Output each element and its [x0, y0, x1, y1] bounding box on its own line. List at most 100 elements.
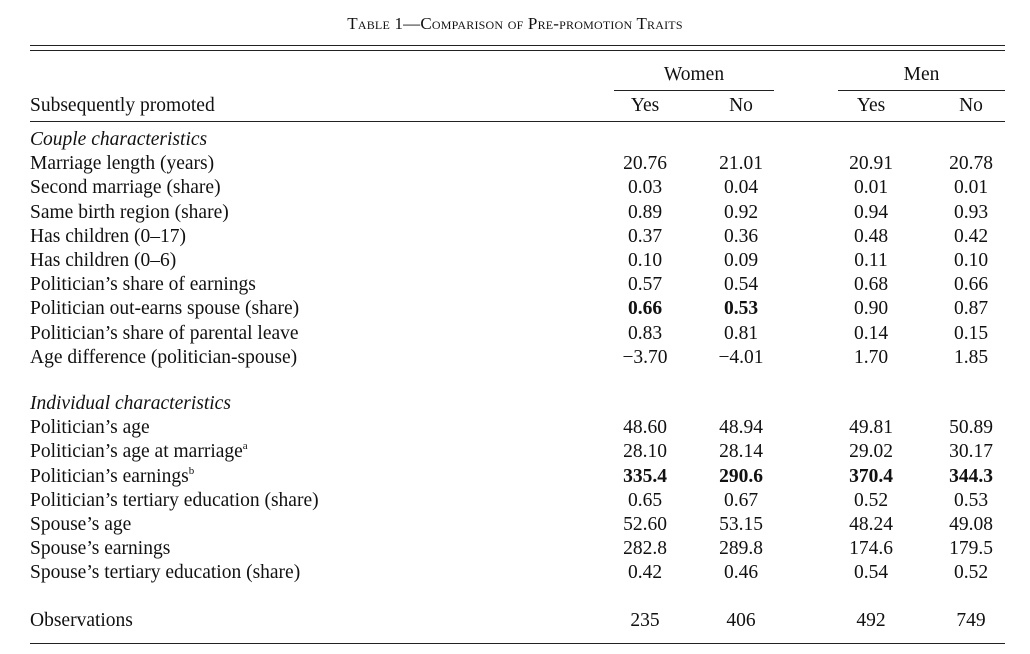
- cell-men-no: 30.17: [949, 441, 993, 463]
- cell-men-no: 179.5: [949, 538, 993, 560]
- cell-men-yes: 0.90: [853, 298, 889, 320]
- cell-women-yes: 0.89: [627, 201, 663, 223]
- row-label: Politician’s share of earnings: [30, 274, 256, 296]
- cell-women-yes: 28.10: [623, 441, 667, 463]
- row-label-text: Politician’s earnings: [30, 465, 189, 487]
- cell-women-no: 0.54: [723, 274, 759, 296]
- cell-men-yes: 0.01: [853, 177, 889, 199]
- observations-men-no: 749: [956, 610, 986, 631]
- cell-women-no: 0.92: [723, 201, 759, 223]
- cell-men-no: 50.89: [949, 417, 993, 439]
- row-label: Politician out-earns spouse (share): [30, 298, 299, 320]
- cell-men-no: 49.08: [949, 514, 993, 535]
- cell-women-no: 0.53: [723, 298, 759, 320]
- cell-men-yes: 0.94: [853, 201, 889, 223]
- cell-women-no: 290.6: [719, 465, 763, 487]
- row-label: Spouse’s tertiary education (share): [30, 562, 300, 584]
- cell-women-yes: 0.57: [627, 274, 663, 296]
- section-label: Couple characteristics: [30, 129, 208, 150]
- cell-men-yes: 29.02: [849, 441, 893, 463]
- men-group-rule: [838, 90, 1005, 91]
- row-label: Politician’s age at marriagea: [30, 441, 248, 463]
- cell-women-yes: 0.37: [627, 225, 663, 247]
- cell-women-yes: 0.83: [627, 322, 663, 344]
- header-bottom-rule: [30, 121, 1005, 122]
- cell-men-no: 0.87: [953, 298, 989, 320]
- observations-label: Observations: [30, 610, 133, 631]
- bottom-rule: [30, 643, 1005, 644]
- row-label: Marriage length (years): [30, 153, 214, 175]
- cell-men-yes: 1.70: [853, 346, 889, 368]
- top-rule-2: [30, 50, 1005, 51]
- cell-men-yes: 0.54: [853, 562, 889, 584]
- row-label: Politician’s share of parental leave: [30, 323, 299, 345]
- row-label-text: Second marriage (share): [30, 177, 221, 199]
- title-dash: —: [403, 14, 421, 33]
- footnote-marker: b: [188, 464, 195, 477]
- cell-women-yes: 335.4: [623, 465, 667, 487]
- row-label-text: Politician’s share of earnings: [30, 274, 256, 296]
- cell-men-yes: 0.14: [853, 322, 889, 344]
- cell-women-yes: 48.60: [623, 417, 667, 439]
- row-label-text: Has children (0–17): [30, 225, 186, 247]
- subcol-men-yes: Yes: [856, 95, 886, 116]
- row-label: Spouse’s age: [30, 514, 131, 536]
- cell-men-yes: 48.24: [849, 514, 893, 535]
- footnote-marker: a: [242, 440, 248, 453]
- subcol-men-no: No: [959, 95, 983, 116]
- women-group-rule: [614, 90, 774, 91]
- cell-men-no: 20.78: [949, 153, 993, 175]
- cell-women-yes: 0.42: [627, 562, 663, 584]
- cell-women-no: 0.09: [723, 250, 759, 271]
- top-rule-1: [30, 45, 1005, 46]
- cell-men-yes: 370.4: [849, 465, 893, 487]
- subcol-women-yes: Yes: [630, 95, 660, 116]
- cell-men-no: 0.53: [953, 489, 989, 511]
- table-number: Table 1: [347, 14, 404, 33]
- row-label: Age difference (politician-spouse): [30, 347, 297, 369]
- cell-men-no: 0.10: [953, 250, 989, 271]
- row-label-text: Politician’s age: [30, 417, 150, 439]
- cell-men-yes: 0.52: [853, 489, 889, 511]
- cell-women-yes: 52.60: [623, 514, 667, 535]
- row-label: Has children (0–6): [30, 250, 176, 272]
- cell-men-yes: 49.81: [849, 417, 893, 439]
- observations-men-yes: 492: [856, 610, 886, 631]
- observations-women-yes: 235: [630, 610, 660, 631]
- cell-women-no: 0.04: [723, 177, 759, 199]
- section-label: Individual characteristics: [30, 393, 231, 414]
- cell-men-yes: 0.68: [853, 274, 889, 296]
- row-label: Politician’s tertiary education (share): [30, 490, 319, 512]
- row-label-text: Has children (0–6): [30, 250, 177, 271]
- row-label: Has children (0–17): [30, 226, 186, 248]
- cell-men-yes: 0.11: [854, 250, 888, 271]
- cell-men-no: 0.42: [953, 225, 989, 247]
- cell-women-no: 28.14: [719, 441, 763, 463]
- cell-men-yes: 174.6: [849, 538, 893, 560]
- row-label-text: Age difference (politician-spouse): [30, 346, 298, 368]
- cell-men-no: 0.93: [953, 201, 989, 223]
- cell-women-yes: 20.76: [623, 153, 667, 175]
- cell-women-yes: 0.10: [627, 250, 663, 271]
- cell-women-no: 21.01: [719, 153, 763, 175]
- row-label: Spouse’s earnings: [30, 538, 170, 560]
- group-header-men: Men: [903, 64, 940, 85]
- cell-women-yes: 282.8: [623, 538, 667, 560]
- cell-men-yes: 20.91: [849, 153, 893, 175]
- cell-women-yes: −3.70: [622, 346, 668, 368]
- row-label: Politician’s age: [30, 417, 150, 439]
- cell-men-no: 0.01: [953, 177, 989, 199]
- row-label-text: Politician’s age at marriage: [30, 441, 243, 463]
- row-label-text: Spouse’s tertiary education (share): [30, 562, 301, 584]
- row-label: Second marriage (share): [30, 177, 221, 199]
- cell-women-no: 0.46: [723, 562, 759, 584]
- row-label-text: Marriage length (years): [30, 153, 215, 175]
- cell-men-no: 0.66: [953, 274, 989, 296]
- cell-men-no: 1.85: [953, 346, 989, 368]
- observations-women-no: 406: [726, 610, 756, 631]
- cell-women-yes: 0.65: [627, 489, 663, 511]
- row-label-text: Same birth region (share): [30, 201, 229, 223]
- cell-women-yes: 0.66: [627, 298, 663, 320]
- row-label-text: Politician out-earns spouse (share): [30, 298, 300, 320]
- cell-women-no: 0.81: [723, 322, 759, 344]
